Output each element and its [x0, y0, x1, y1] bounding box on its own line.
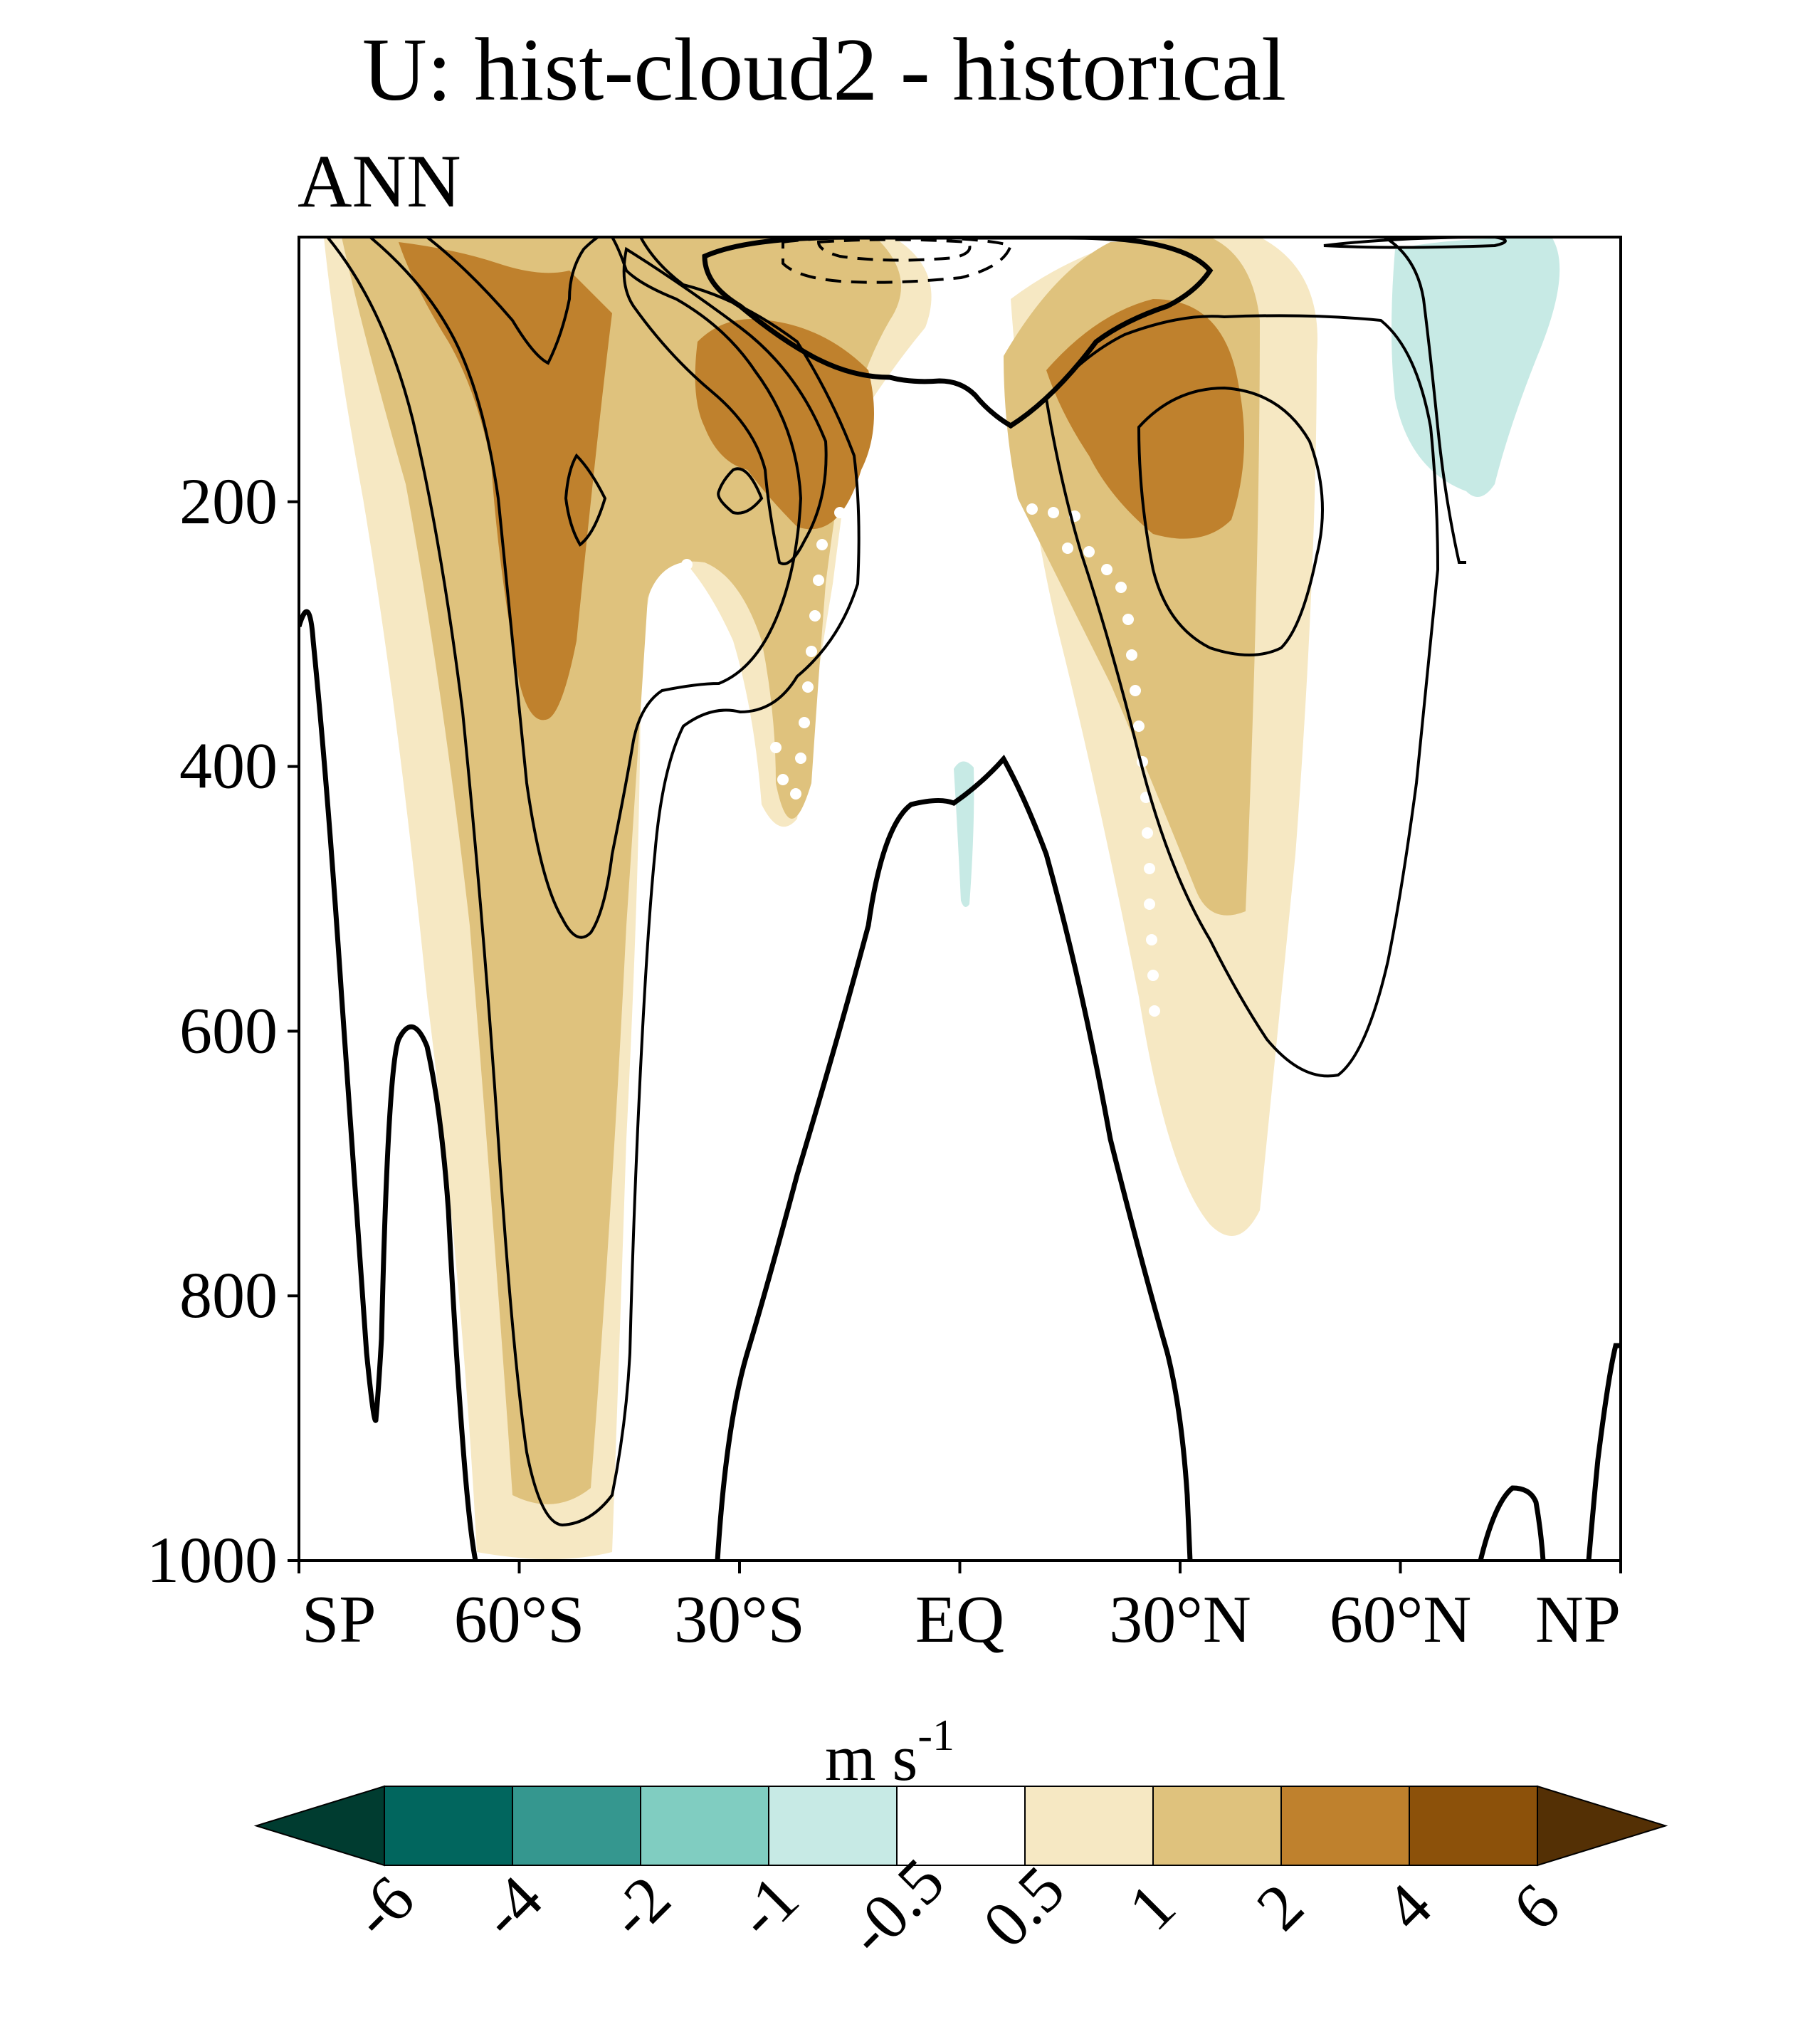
- contour-nh-high: [1383, 237, 1466, 564]
- colorbar-level-label: -1: [722, 1862, 812, 1951]
- shade-sh-upper-core: [399, 242, 612, 720]
- y-tick-label: 400: [179, 730, 278, 802]
- x-tick-label: NP: [1535, 1583, 1621, 1657]
- stipple-dot: [681, 559, 693, 570]
- stipple-dot: [799, 717, 810, 728]
- colorbar-swatch: [640, 1786, 769, 1866]
- colorbar: m s-1 -6 -4 -2 -1 -0.5 0.5 1 2 4 6: [253, 1712, 1668, 1969]
- x-tick-label: 60°S: [454, 1583, 585, 1657]
- contour-nh-jet-outer: [1044, 314, 1440, 1078]
- stipple-dot: [806, 646, 817, 657]
- colorbar-unit: m s: [825, 1721, 917, 1794]
- y-tick-label: 800: [179, 1259, 278, 1331]
- stipple-dot: [1122, 614, 1134, 625]
- contour-sh-jet-outer: [326, 237, 861, 1527]
- stipple-dot: [1144, 898, 1155, 910]
- colorbar-swatch: [896, 1786, 1026, 1866]
- colorbar-level-label: 0.5: [969, 1852, 1078, 1961]
- stipple-dot: [1149, 1005, 1160, 1017]
- x-tick-label: 30°N: [1109, 1583, 1251, 1657]
- chart-title: U: hist-cloud2 - historical: [362, 21, 1286, 120]
- stipple-dot: [790, 788, 801, 800]
- stipple-dot: [1146, 934, 1157, 945]
- stipple-dot: [834, 507, 846, 518]
- stipple-dot: [809, 610, 821, 622]
- colorbar-level-label: 2: [1243, 1870, 1317, 1944]
- colorbar-level-label: -6: [338, 1862, 428, 1951]
- chart-subtitle: ANN: [298, 140, 461, 223]
- contour-zero-np-edge: [1586, 1343, 1621, 1561]
- y-axis: 200 400 600 800 1000: [147, 465, 299, 1596]
- stipple-dot: [813, 575, 824, 586]
- contour-np-upper: [1323, 237, 1507, 249]
- contour-zero-tropics: [715, 754, 1193, 1561]
- stipple-dot: [770, 742, 782, 753]
- stipple-dot: [1101, 564, 1112, 575]
- stipple-dot: [1115, 582, 1127, 593]
- contour-negative-b: [816, 238, 972, 262]
- contour-sh-closed-a: [564, 453, 607, 547]
- stipple-dot: [1147, 970, 1159, 981]
- y-tick-label: 1000: [147, 1524, 278, 1596]
- contour-sh-closed-b: [717, 467, 764, 515]
- stipple-dot: [795, 753, 806, 764]
- contour-sh-jet-inner: [369, 237, 803, 939]
- stipple-dot: [1062, 543, 1073, 554]
- colorbar-left-arrow: [253, 1785, 385, 1867]
- stippling: [681, 503, 1160, 1017]
- plot-area: [299, 237, 1621, 1561]
- x-tick-label: 30°S: [674, 1583, 805, 1657]
- shade-eq-neg: [954, 761, 974, 907]
- stipple-dot: [1130, 685, 1141, 696]
- colorbar-label: m s-1: [825, 1712, 954, 1794]
- colorbar-level-label: 4: [1371, 1870, 1446, 1944]
- y-tick-label: 200: [179, 465, 278, 538]
- colorbar-swatch: [512, 1786, 641, 1866]
- x-axis: SP 60°S 30°S EQ 30°N 60°N NP: [298, 1561, 1622, 1657]
- stipple-dot: [1126, 649, 1137, 661]
- colorbar-level-label: -2: [594, 1862, 684, 1951]
- colorbar-swatches: [253, 1785, 1668, 1867]
- y-tick-label: 600: [179, 994, 278, 1066]
- stipple-dot: [1048, 507, 1059, 518]
- shade-sh-mid: [342, 237, 901, 1504]
- x-tick-label: SP: [302, 1583, 377, 1657]
- contour-sh-subtrop: [622, 246, 828, 565]
- stipple-dot: [1133, 720, 1145, 732]
- stipple-dot: [1083, 546, 1095, 557]
- colorbar-unit-exponent: -1: [917, 1712, 954, 1760]
- stipple-dot: [1142, 827, 1153, 839]
- colorbar-swatch: [1152, 1786, 1282, 1866]
- stipple-dot: [1005, 507, 1016, 518]
- colorbar-swatch: [1409, 1786, 1538, 1866]
- stipple-dot: [802, 681, 814, 693]
- stipple-dot: [1026, 503, 1038, 515]
- contour-sh-jet-core: [426, 237, 599, 365]
- colorbar-right-arrow: [1537, 1785, 1668, 1867]
- colorbar-swatch: [1024, 1786, 1154, 1866]
- x-tick-label: 60°N: [1330, 1583, 1471, 1657]
- stipple-dot: [816, 539, 828, 550]
- contour-zero-sh: [299, 609, 478, 1561]
- colorbar-level-label: -4: [466, 1862, 556, 1951]
- colorbar-swatch: [1280, 1786, 1410, 1866]
- stipple-dot: [777, 774, 789, 785]
- contours: [299, 237, 1621, 1561]
- contour-nh-jet-inner: [1137, 386, 1324, 656]
- colorbar-level-label: 6: [1499, 1870, 1574, 1944]
- colorbar-swatch: [768, 1786, 898, 1866]
- contour-zero-np: [1478, 1485, 1546, 1561]
- x-tick-label: EQ: [915, 1583, 1004, 1657]
- stipple-dot: [1144, 863, 1155, 874]
- colorbar-level-label: 1: [1115, 1870, 1189, 1944]
- shade-nh-high-neg: [1392, 237, 1560, 497]
- colorbar-swatch: [384, 1786, 513, 1866]
